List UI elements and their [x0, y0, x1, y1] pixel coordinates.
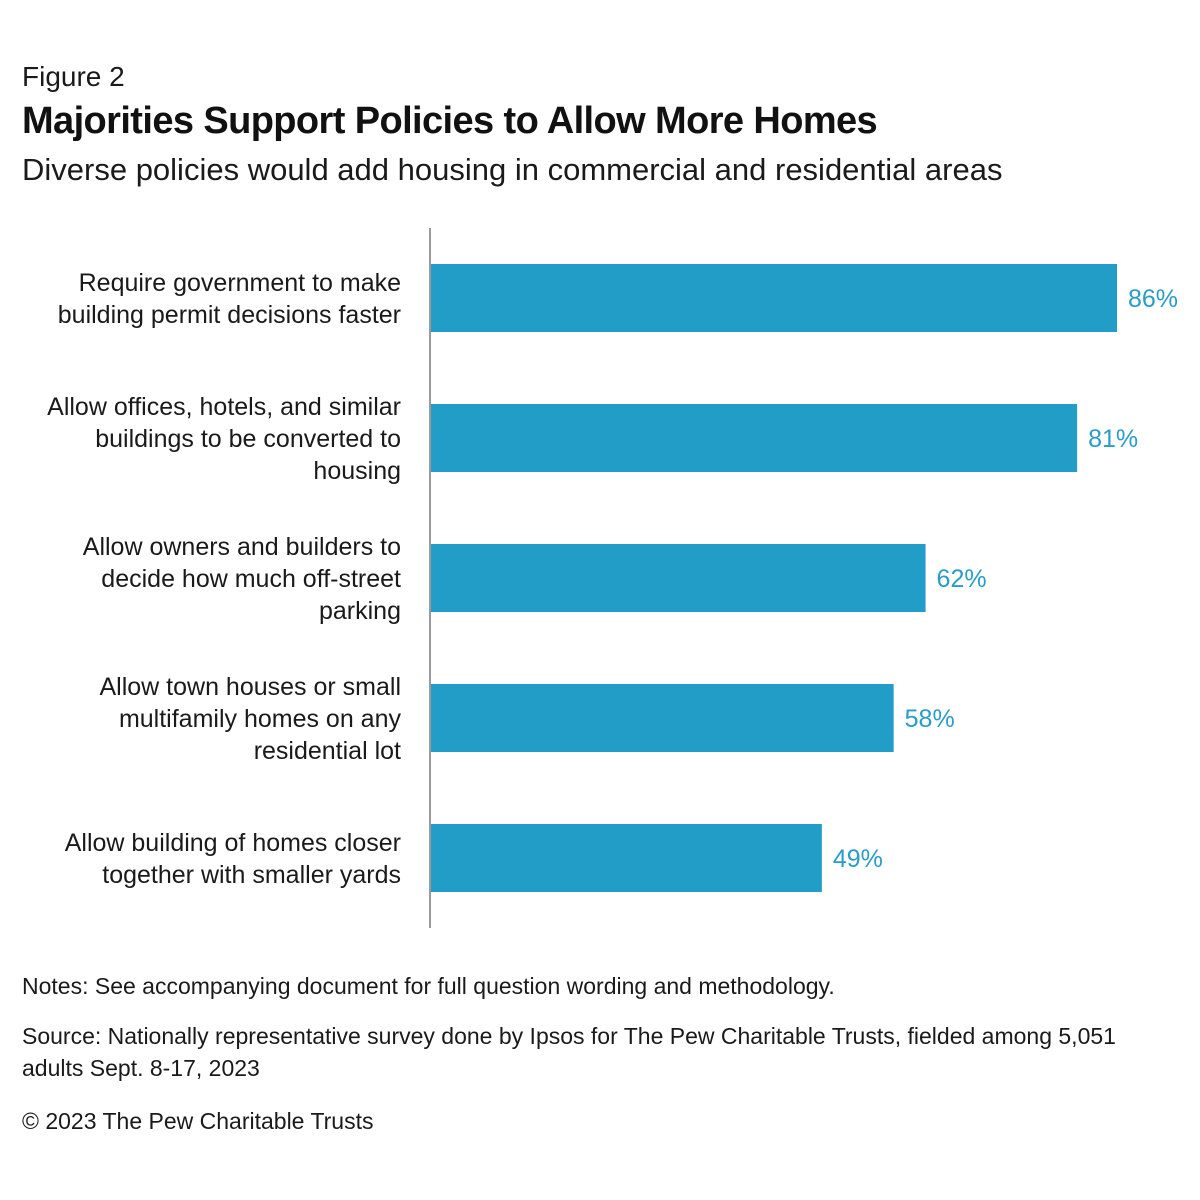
bar-1	[431, 264, 1117, 332]
bar-2	[431, 404, 1078, 472]
value-label-3: 62%	[937, 565, 987, 593]
chart-notes: Notes: See accompanying document for ful…	[22, 973, 835, 999]
bar-3	[431, 544, 926, 612]
category-label-line: parking	[319, 597, 401, 625]
value-label-1: 86%	[1128, 285, 1178, 313]
chart-source: Source: Nationally representative survey…	[22, 1023, 1116, 1081]
category-label-1: Require government to make building permi…	[58, 269, 401, 329]
category-label-2: Allow offices, hotels, and similar buildi…	[47, 393, 401, 485]
category-label-4: Allow town houses or small multifamily ho…	[99, 673, 401, 765]
category-label-line: Allow offices, hotels, and similar	[47, 393, 401, 421]
category-label-3: Allow owners and builders to decide how m…	[83, 533, 401, 625]
chart-subtitle: Diverse policies would add housing in co…	[22, 152, 1003, 187]
category-label-line: residential lot	[254, 737, 401, 765]
category-labels-group: Require government to make building permi…	[47, 269, 401, 889]
category-label-line: multifamily homes on any	[119, 705, 402, 733]
chart-title: Majorities Support Policies to Allow Mor…	[22, 100, 878, 142]
copyright-notice: © 2023 The Pew Charitable Trusts	[22, 1108, 374, 1134]
category-label-line: Require government to make	[79, 269, 401, 297]
category-label-line: decide how much off-street	[101, 565, 401, 593]
category-label-line: building permit decisions faster	[58, 301, 401, 329]
category-label-line: Allow building of homes closer	[65, 829, 401, 857]
bar-4	[431, 684, 894, 752]
category-label-5: Allow building of homes closer together w…	[65, 829, 401, 889]
category-label-line: housing	[313, 457, 401, 485]
category-label-line: buildings to be converted to	[95, 425, 401, 453]
category-label-line: Allow owners and builders to	[83, 533, 401, 561]
category-label-line: together with smaller yards	[102, 861, 401, 889]
value-label-5: 49%	[833, 845, 883, 873]
value-labels-group: 86% 81% 62% 58% 49%	[833, 285, 1178, 873]
bars-group	[431, 264, 1117, 892]
value-label-2: 81%	[1088, 425, 1138, 453]
bar-5	[431, 824, 822, 892]
figure-label: Figure 2	[22, 61, 125, 92]
value-label-4: 58%	[905, 705, 955, 733]
category-label-line: Allow town houses or small	[99, 673, 401, 701]
